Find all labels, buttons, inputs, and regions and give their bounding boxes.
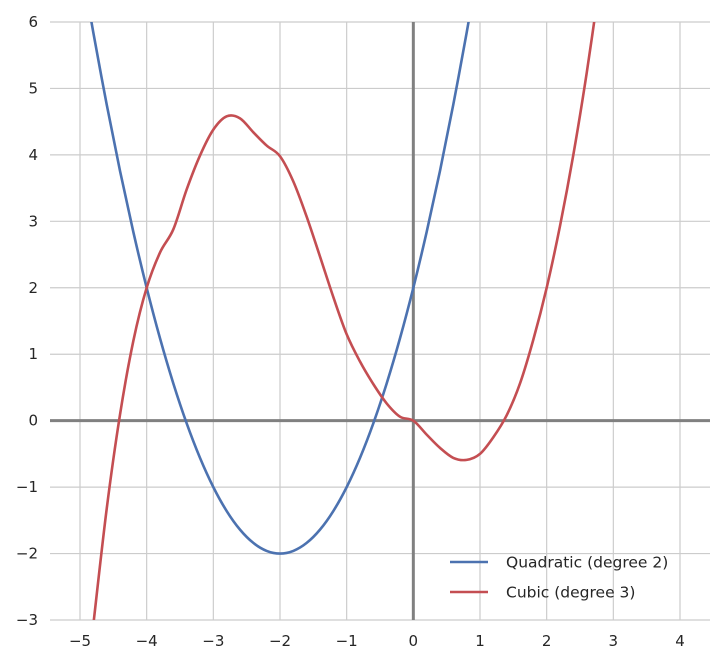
grid: [50, 21, 710, 621]
x-tick-label: 4: [675, 632, 685, 650]
x-tick-label: −5: [69, 632, 91, 650]
y-tick-label: 4: [28, 146, 38, 164]
y-tick-label: 0: [28, 412, 38, 430]
series-layer: [90, 22, 596, 620]
zero-axes: [50, 22, 710, 620]
legend-label: Cubic (degree 3): [506, 584, 635, 602]
x-tick-label: 3: [609, 632, 619, 650]
tick-labels: −5 −4 −3 −2 −1 0 1 2 3 4 −3 −2 −1 0 1 2 3 4 5 6: [16, 13, 685, 650]
y-tick-label: 2: [28, 279, 38, 297]
y-tick-label: −1: [16, 478, 38, 496]
x-tick-label: 0: [409, 632, 419, 650]
x-tick-label: −1: [336, 632, 358, 650]
x-tick-label: −4: [136, 632, 158, 650]
x-tick-label: −3: [202, 632, 224, 650]
x-tick-label: 1: [475, 632, 485, 650]
y-tick-label: 5: [28, 79, 38, 97]
x-tick-label: −2: [269, 632, 291, 650]
y-tick-label: −3: [16, 611, 38, 629]
x-tick-label: 2: [542, 632, 552, 650]
legend-label: Quadratic (degree 2): [506, 554, 668, 572]
y-tick-label: 3: [28, 212, 38, 230]
y-tick-label: 6: [28, 13, 38, 31]
y-tick-label: 1: [28, 345, 38, 363]
series-line-cubic: [92, 22, 596, 620]
legend: Quadratic (degree 2) Cubic (degree 3): [450, 554, 668, 602]
y-tick-label: −2: [16, 545, 38, 563]
